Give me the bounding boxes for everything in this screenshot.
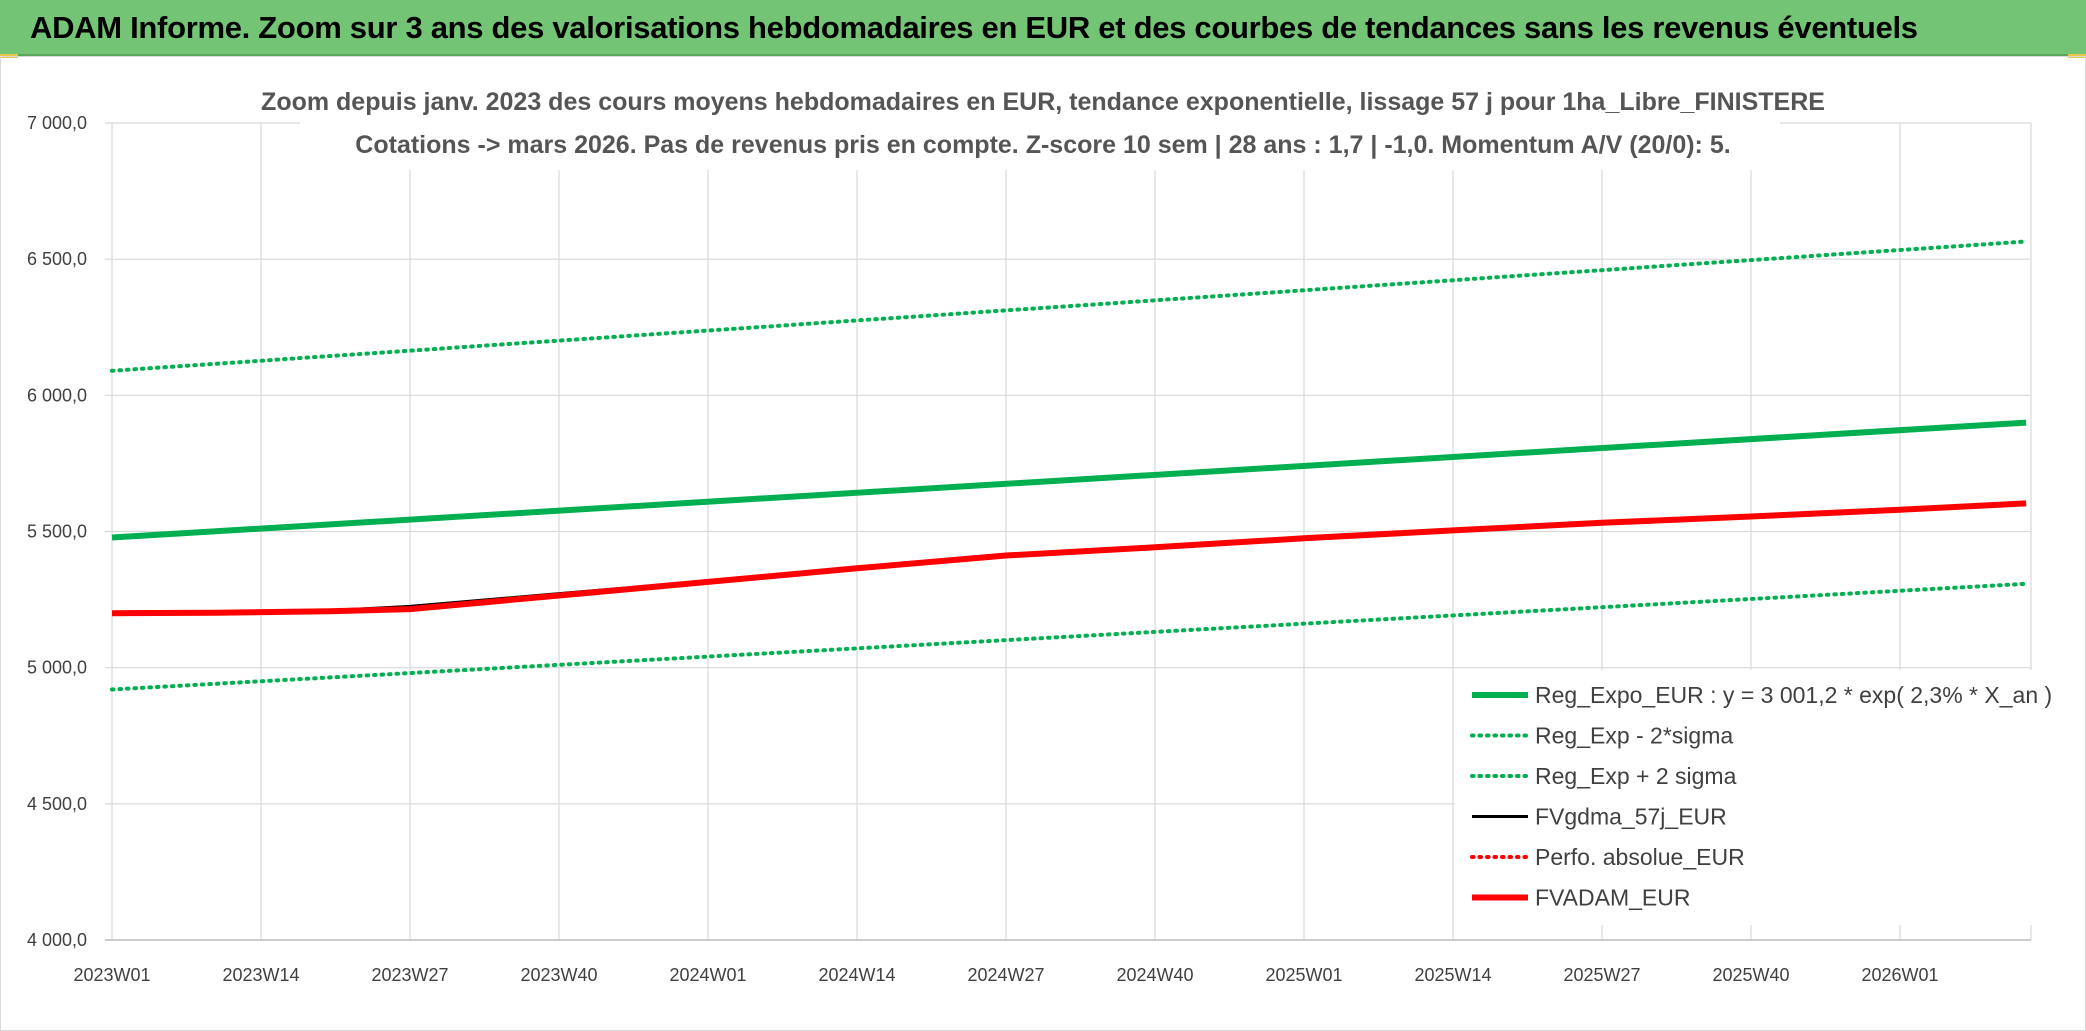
x-tick-label: 2025W40 [1712, 965, 1789, 985]
legend: Reg_Expo_EUR : y = 3 001,2 * exp( 2,3% *… [1455, 670, 2052, 925]
legend-label: Reg_Exp + 2 sigma [1535, 763, 1737, 789]
y-tick-label: 6 000,0 [27, 385, 87, 405]
legend-background [1455, 670, 2035, 925]
legend-label: Perfo. absolue_EUR [1535, 844, 1745, 870]
x-tick-label: 2023W01 [73, 965, 150, 985]
y-tick-label: 6 500,0 [27, 249, 87, 269]
x-tick-label: 2024W01 [669, 965, 746, 985]
x-tick-label: 2023W27 [371, 965, 448, 985]
series-layer [110, 239, 2029, 692]
report-title: ADAM Informe. Zoom sur 3 ans des valoris… [30, 10, 1918, 45]
legend-label: Reg_Exp - 2*sigma [1535, 723, 1733, 749]
series-line-fvadam-eur [111, 500, 2027, 617]
x-tick-label: 2025W01 [1265, 965, 1342, 985]
series-line-reg-exp-2-sigma [110, 239, 2029, 373]
x-tick-label: 2023W40 [520, 965, 597, 985]
chart-title-line2: Cotations -> mars 2026. Pas de revenus p… [355, 131, 1730, 159]
x-axis-ticks: 2023W01 2023W14 2023W27 2023W40 2024W01 2024W… [73, 965, 1938, 985]
chart-title-line1: Zoom depuis janv. 2023 des cours moyens … [261, 88, 1825, 116]
legend-label: FVADAM_EUR [1535, 885, 1691, 911]
x-tick-label: 2024W27 [967, 965, 1044, 985]
y-tick-label: 4 000,0 [27, 930, 87, 950]
y-tick-label: 5 000,0 [27, 658, 87, 678]
x-tick-label: 2025W14 [1414, 965, 1491, 985]
y-tick-label: 7 000,0 [27, 113, 87, 133]
y-tick-label: 5 500,0 [27, 522, 87, 542]
series-line-reg-expo-eur [111, 419, 2027, 541]
header-banner: ADAM Informe. Zoom sur 3 ans des valoris… [0, 0, 2086, 56]
title-background [300, 80, 1780, 170]
y-axis-ticks: 4 000,0 4 500,0 5 000,0 5 500,0 6 000,0 6 500… [27, 113, 87, 950]
series-line-reg-exp-2-sigma [110, 581, 2029, 692]
x-tick-label: 2024W40 [1116, 965, 1193, 985]
legend-label: FVgdma_57j_EUR [1535, 804, 1727, 830]
x-tick-label: 2024W14 [818, 965, 895, 985]
legend-label: Reg_Expo_EUR : y = 3 001,2 * exp( 2,3% *… [1535, 682, 2052, 708]
x-tick-label: 2026W01 [1861, 965, 1938, 985]
x-tick-label: 2023W14 [222, 965, 299, 985]
y-tick-label: 4 500,0 [27, 794, 87, 814]
x-tick-label: 2025W27 [1563, 965, 1640, 985]
